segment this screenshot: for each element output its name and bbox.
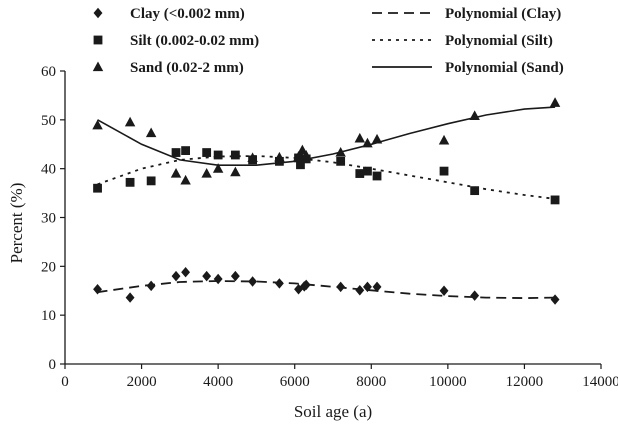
clay-point [181,266,191,278]
silt-point [202,148,212,157]
sand-point [212,163,224,173]
trendlines [97,106,556,300]
y-tick-label: 10 [41,308,56,324]
sand-point [92,119,103,130]
clay-point [336,281,346,293]
sand-point [170,168,182,178]
silt-point [439,166,449,176]
clay-point [274,278,284,289]
y-tick-label: 50 [41,113,56,129]
sand-point [124,116,136,127]
x-tick-label: 0 [61,374,69,390]
x-tick-label: 12000 [506,374,544,390]
legend-label-sand: Sand (0.02-2 mm) [130,60,244,76]
clay-point [363,281,372,293]
clay-point [202,270,212,282]
x-tick-label: 2000 [127,374,157,390]
y-tick-label: 60 [41,64,56,80]
clay-point [294,284,303,295]
silt-point [213,150,223,160]
sand-point [247,152,258,163]
silt-point [355,169,365,178]
sand-point [469,110,480,121]
clay-point [125,292,135,303]
sand-point [230,166,241,177]
silt-point [550,195,560,205]
sand-point [293,150,304,161]
legend-label-clay: Clay (<0.002 mm) [130,6,245,22]
trendline-clay [97,280,556,300]
silt-point [146,176,156,186]
axes: 0 10 20 30 40 50 60 0 2000 4000 6000 8000 10000 12000… [41,64,618,390]
x-tick-label: 10000 [429,374,467,390]
silt-point [125,177,135,187]
clay-point [550,294,560,305]
silt-point [470,186,480,196]
y-tick-label: 30 [41,211,56,227]
x-axis-label: Soil age (a) [294,402,372,421]
clay-point [93,284,102,295]
data-points [92,97,561,305]
x-tick-label: 8000 [356,374,386,390]
clay-point [372,281,382,293]
clay-point [213,273,223,285]
clay-point [230,270,240,282]
clay-point [248,276,258,287]
legend-marker-silt [93,35,103,45]
clay-point [146,280,156,292]
sand-point [274,151,285,162]
silt-point [181,146,190,155]
sand-point [438,134,450,145]
sand-point [549,97,561,107]
x-tick-label: 14000 [582,374,618,390]
silt-point [363,166,372,176]
y-tick-label: 0 [49,357,57,373]
sand-point [145,127,157,138]
silt-point [230,150,240,160]
legend: Clay (<0.002 mm) Silt (0.002-0.02 mm) Sand… [92,6,564,76]
silt-point [372,171,382,181]
silt-point [296,160,305,170]
legend-marker-clay [93,7,103,19]
silt-point [336,156,346,166]
silt-point [171,148,181,157]
clay-point [171,270,181,282]
legend-label-poly-sand: Polynomial (Sand) [445,60,564,76]
y-tick-label: 20 [41,259,56,275]
legend-marker-sand [92,61,104,72]
clay-point [470,290,480,301]
x-tick-label: 4000 [203,374,233,390]
sand-point [297,144,308,155]
legend-label-poly-silt: Polynomial (Silt) [445,33,553,49]
y-tick-label: 40 [41,162,56,178]
sand-point [201,168,212,178]
legend-label-silt: Silt (0.002-0.02 mm) [130,33,259,49]
clay-point [355,285,365,296]
trendline-sand [97,106,556,166]
sand-point [180,174,191,185]
x-tick-label: 6000 [280,374,310,390]
sand-point [335,147,346,157]
sand-point [362,137,373,148]
silt-point [93,183,102,193]
trendline-silt [97,155,556,200]
sand-point [371,133,383,144]
sand-point [300,149,312,160]
sand-point [354,132,366,143]
y-axis-label: Percent (%) [7,183,26,264]
legend-label-poly-clay: Polynomial (Clay) [445,6,561,22]
clay-point [439,285,449,296]
clay-point [301,279,311,291]
